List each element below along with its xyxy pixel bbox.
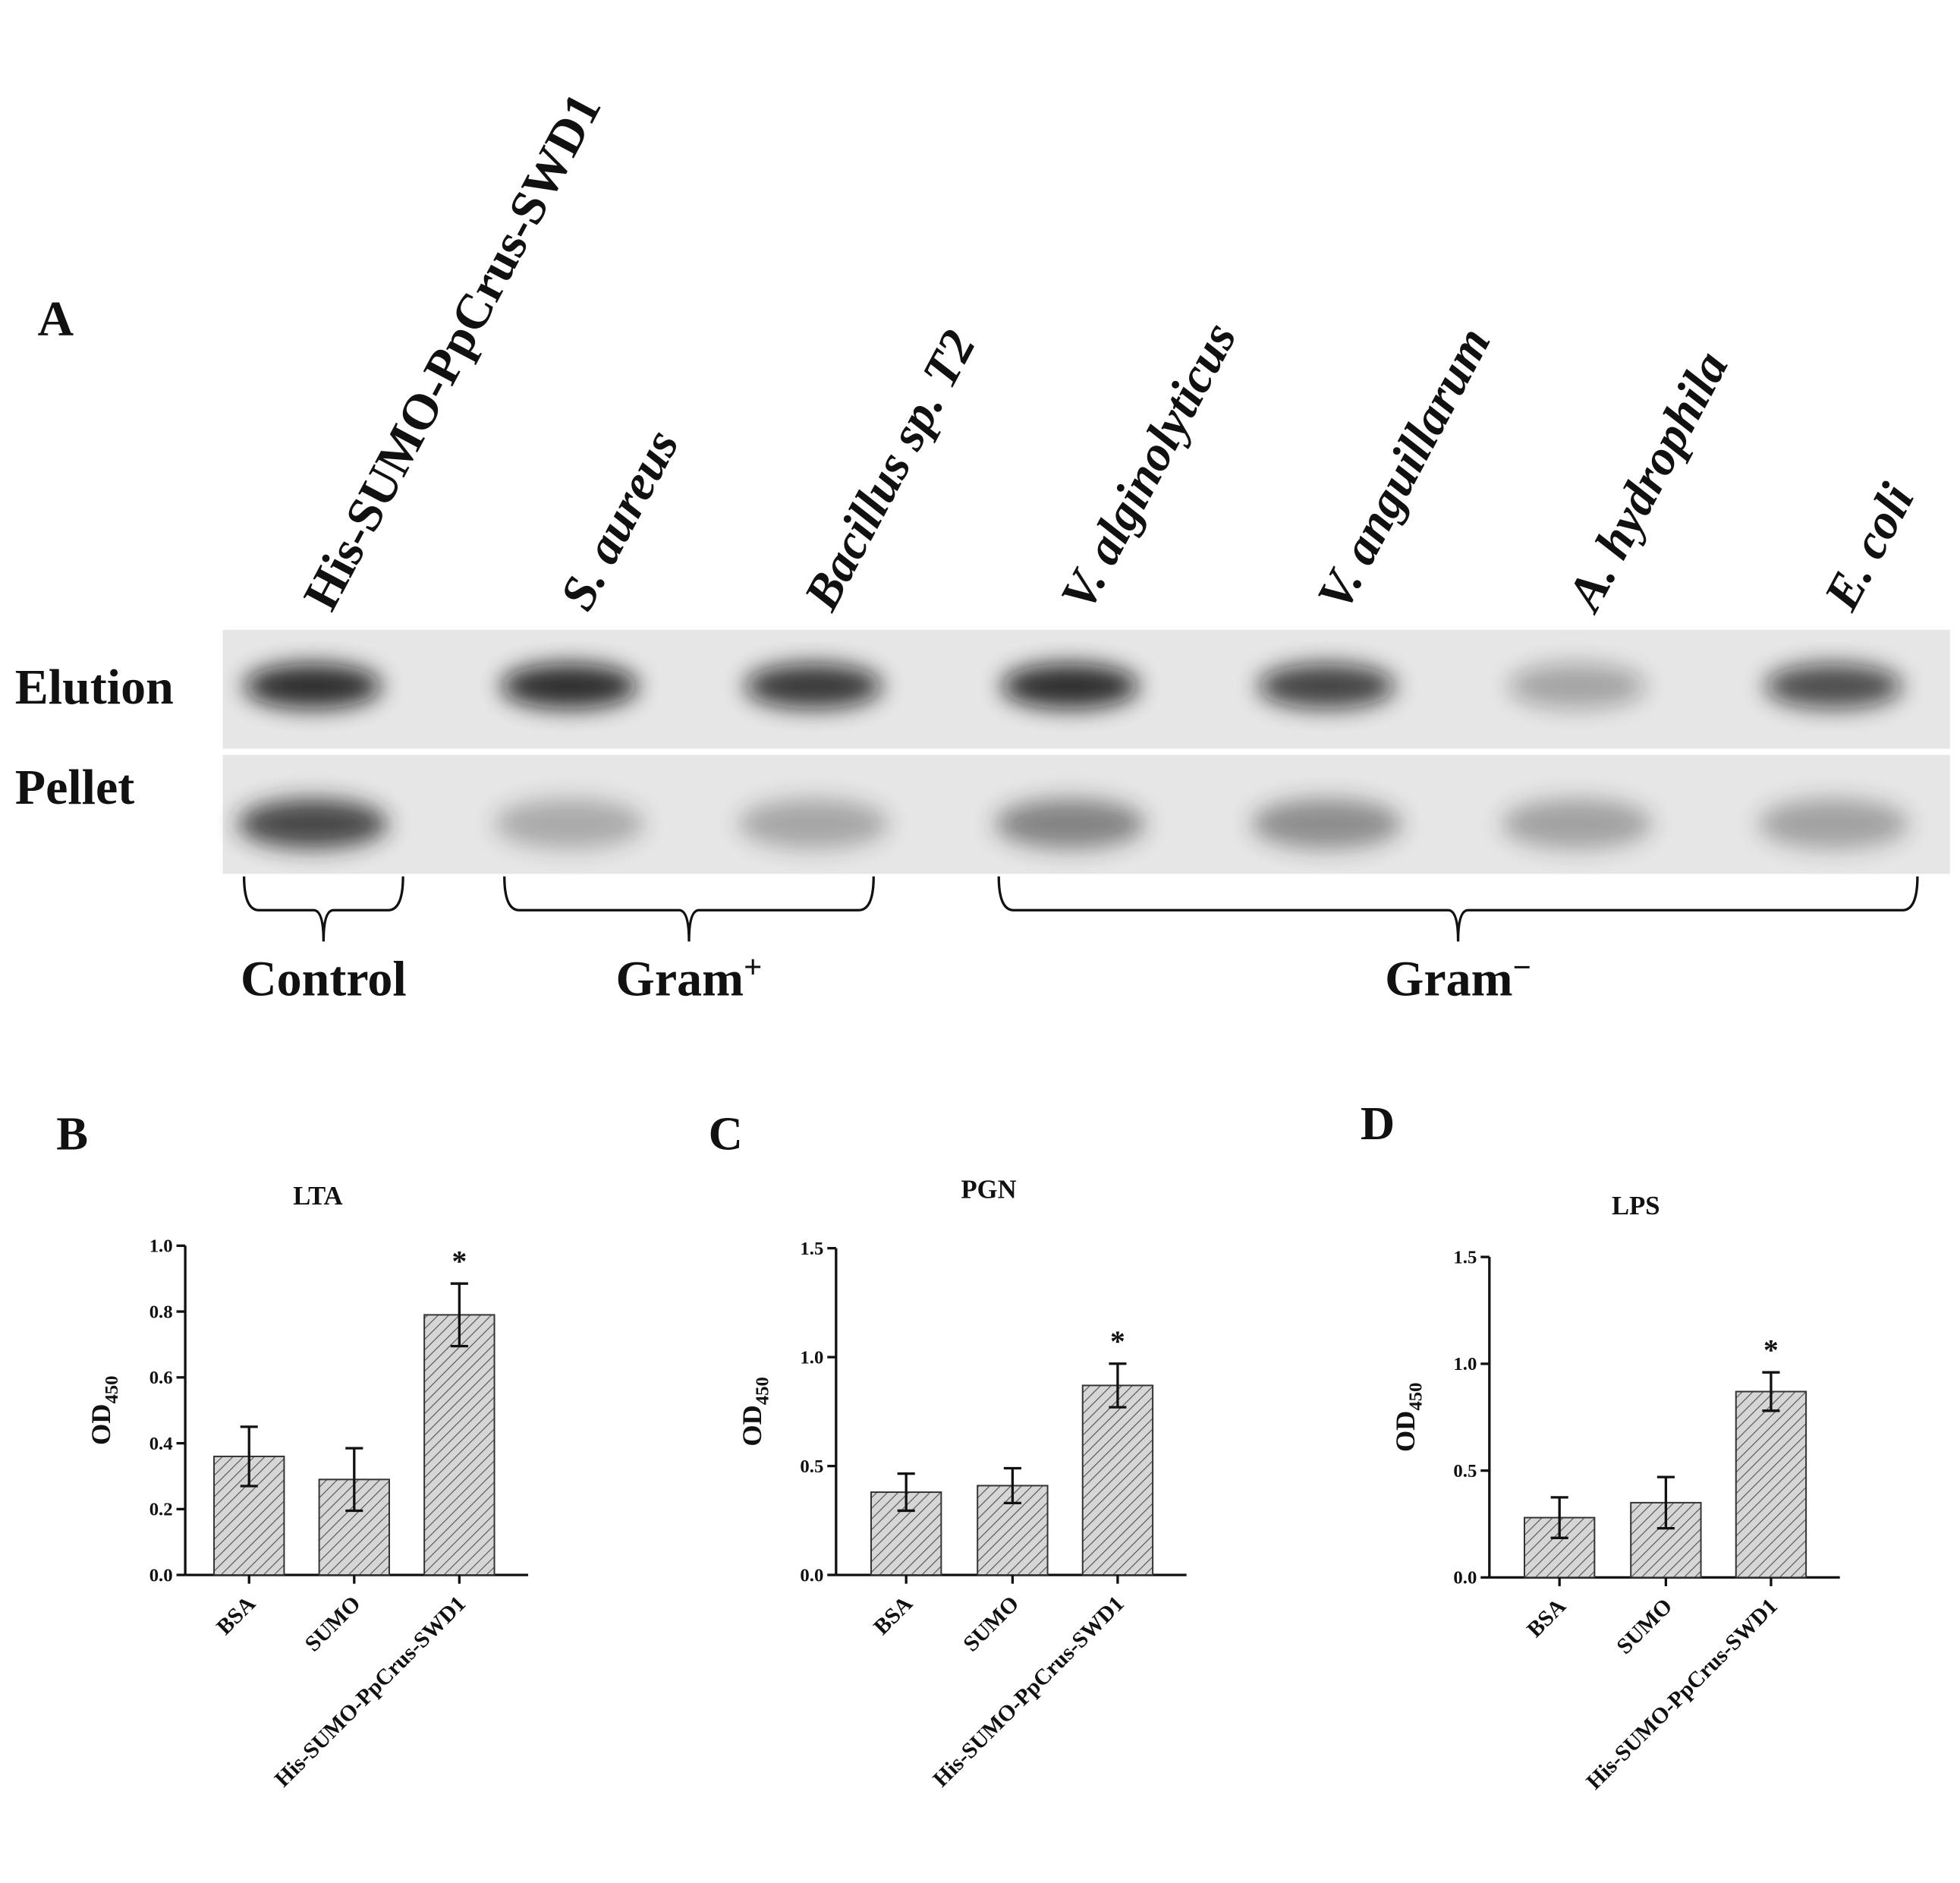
chart-title: LTA [293,1182,342,1211]
error-bar [1003,1466,1021,1505]
group-name: Gram [616,951,744,1006]
lane-label: S. aureus [549,420,690,619]
group-label: Gram+ [616,949,763,1006]
group-sup: + [744,949,762,985]
y-label-main: OD [1390,1411,1420,1452]
bracket [242,876,404,942]
group-name: Gram [1385,951,1513,1006]
band [500,663,639,709]
group-sup: − [1513,949,1531,985]
band [1764,663,1903,709]
y-tick-label: 0.4 [149,1434,173,1454]
x-tick-label: SUMO [1612,1594,1678,1659]
x-tick-label: SUMO [300,1592,366,1657]
band [1758,798,1909,849]
error-bar [1109,1362,1127,1409]
band [995,798,1146,849]
band [1502,798,1653,849]
panel-label: D [1361,1097,1395,1150]
lane-label: V. alginolyticus [1050,313,1247,619]
y-label-main: OD [86,1404,116,1445]
y-tick-label: 0.2 [149,1500,173,1520]
lane-label: E. coli [1813,474,1925,619]
x-tick-label: BSA [212,1592,261,1640]
error-bar [897,1472,915,1513]
band [1001,663,1139,709]
bracket [997,876,1919,942]
y-tick-label: 0.8 [149,1302,173,1322]
lane-label: A. hydrophila [1556,342,1739,622]
lane-label: V. anguillarum [1307,319,1502,619]
x-tick-label: His-SUMO-PpCrus-SWD1 [1582,1594,1782,1794]
y-tick-label: 0.0 [1453,1568,1477,1589]
y-tick-label: 0.5 [1453,1461,1477,1482]
chart-title: PGN [961,1176,1016,1204]
bar [1081,1384,1154,1576]
y-label-sub: 450 [1406,1383,1427,1411]
y-tick-label: 1.0 [1453,1354,1477,1374]
bar [423,1314,496,1576]
y-tick-label: 1.0 [149,1236,173,1257]
lane-label: Bacillus sp. T2 [793,321,986,619]
bar [1735,1390,1807,1579]
y-label-sub: 450 [102,1375,122,1403]
band [1257,663,1396,709]
x-tick-label: SUMO [959,1592,1024,1657]
group-name: Control [241,951,407,1006]
band [738,798,889,849]
band [494,798,645,849]
significance-mark: * [1763,1334,1779,1367]
group-label: Control [241,951,407,1006]
band [244,663,382,709]
y-axis-label: OD450 [86,1375,122,1445]
lane-label: His-SUMO-PpCrus-SWD1 [293,84,612,619]
y-tick-label: 0.0 [800,1565,823,1585]
y-axis-label: OD450 [737,1377,773,1447]
band [1508,663,1646,709]
y-tick-label: 0.0 [149,1565,173,1585]
band [238,798,389,849]
band [1251,798,1402,849]
significance-mark: * [1110,1324,1125,1358]
y-tick-label: 0.6 [149,1368,173,1388]
error-bar [1656,1475,1675,1530]
chart-title: LPS [1612,1192,1660,1220]
y-tick-label: 1.5 [800,1239,823,1259]
row-label: Pellet [15,760,135,815]
panel-label: C [709,1107,743,1160]
x-tick-label: BSA [870,1592,918,1640]
bracket [503,876,875,942]
y-label-main: OD [737,1405,767,1446]
error-bar [240,1425,258,1488]
significance-mark: * [451,1245,467,1278]
panel-label: B [56,1107,88,1160]
error-bar [345,1447,363,1513]
group-label: Gram− [1385,949,1531,1006]
x-tick-label: His-SUMO-PpCrus-SWD1 [270,1592,470,1792]
y-tick-label: 1.5 [1453,1247,1477,1267]
y-tick-label: 0.5 [800,1456,823,1477]
error-bar [1762,1371,1780,1412]
band [744,663,882,709]
error-bar [450,1282,468,1348]
y-axis-label: OD450 [1390,1383,1427,1453]
y-label-sub: 450 [753,1377,773,1405]
row-label: Elution [15,660,174,715]
error-bar [1550,1496,1568,1539]
y-tick-label: 1.0 [800,1347,823,1368]
panel-label: A [37,291,74,347]
western-blot [222,629,1950,874]
x-tick-label: BSA [1523,1594,1571,1642]
x-tick-label: His-SUMO-PpCrus-SWD1 [929,1592,1129,1792]
